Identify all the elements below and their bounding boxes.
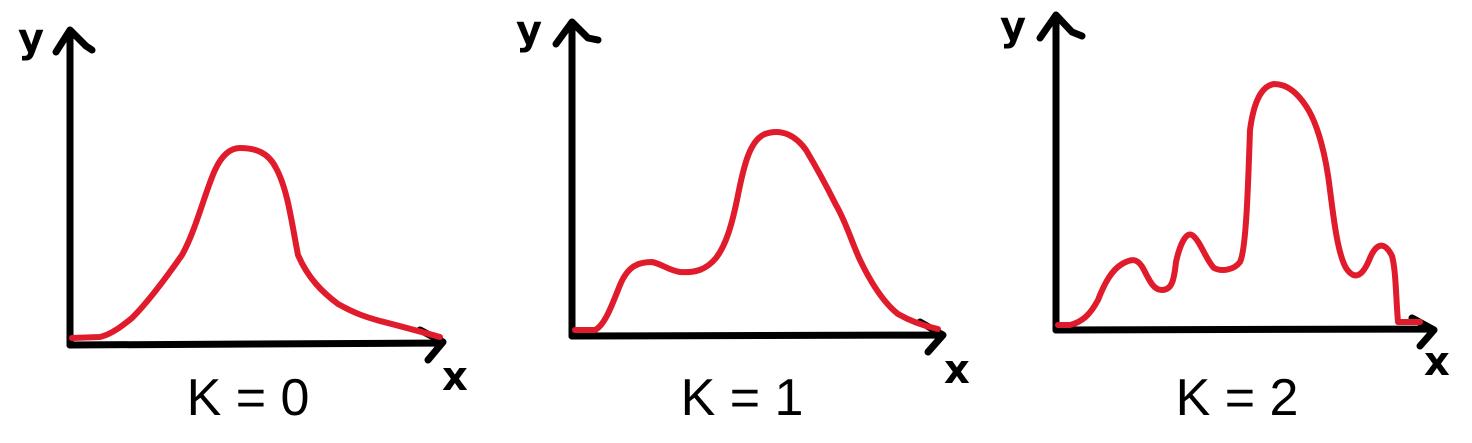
panel-k2: y x K = 2	[1000, 4, 1450, 427]
y-axis	[552, 18, 602, 340]
panel-label: K = 2	[1176, 369, 1299, 427]
x-axis	[66, 326, 447, 364]
panel-label: K = 1	[681, 369, 804, 427]
y-axis-label: y	[18, 16, 44, 62]
y-axis	[52, 26, 96, 349]
x-axis-label: x	[1424, 339, 1450, 385]
panel-label: K = 0	[187, 369, 310, 427]
x-axis-label: x	[944, 347, 970, 393]
curve-k2	[1055, 81, 1423, 328]
curve-k1	[572, 129, 941, 333]
panel-k0: y x K = 0	[18, 16, 468, 427]
x-axis-label: x	[442, 354, 468, 400]
y-axis-label: y	[516, 8, 542, 54]
x-axis	[1052, 314, 1438, 350]
panel-k1: y x K = 1	[516, 8, 970, 427]
x-axis	[568, 318, 947, 356]
curve-k0	[69, 145, 443, 341]
y-axis	[1036, 11, 1086, 334]
y-axis-label: y	[1000, 4, 1026, 50]
